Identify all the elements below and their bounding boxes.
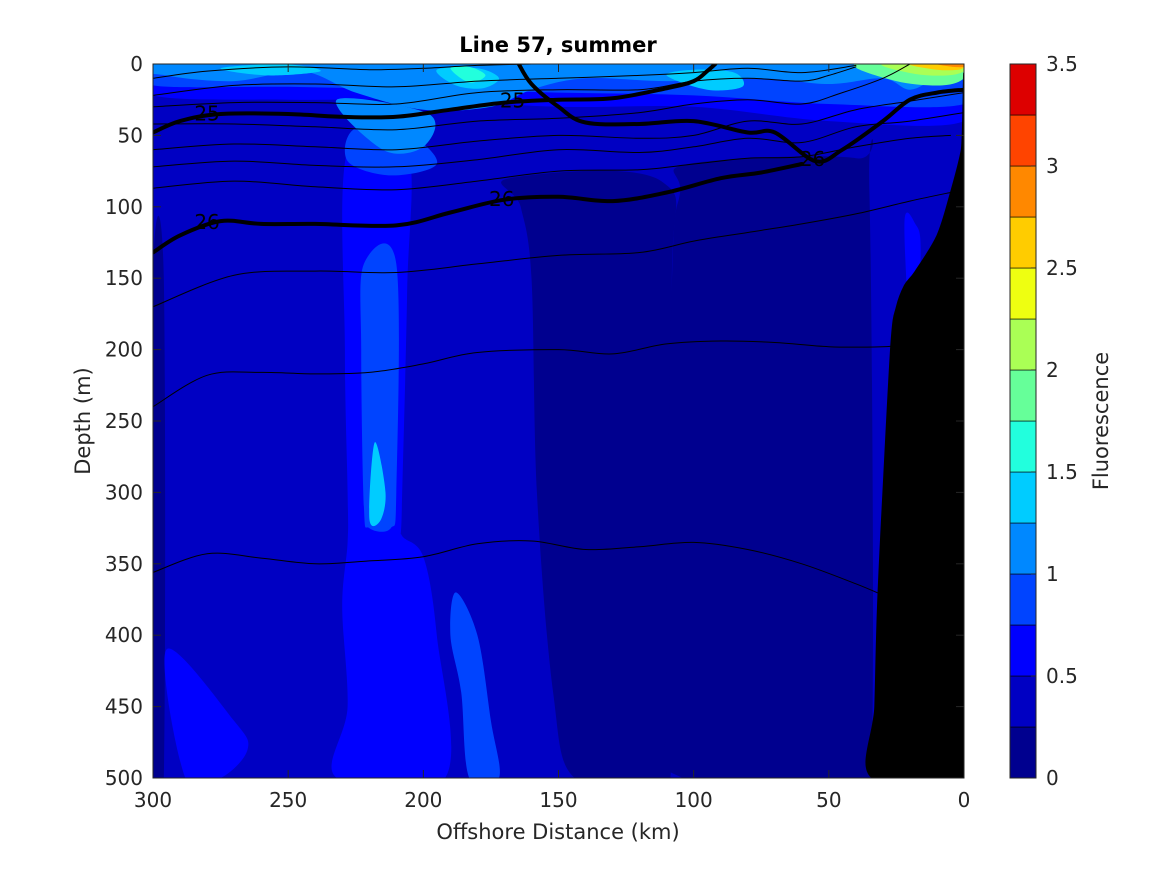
- y-axis-label: Depth (m): [71, 367, 95, 474]
- colorbar-tick-label: 3: [1046, 154, 1059, 178]
- bold-contour-0: [153, 64, 718, 135]
- field-region-2: [501, 170, 677, 778]
- field-region-9: [360, 243, 399, 532]
- colorbar-swatch-9: [1009, 267, 1037, 320]
- colorbar-swatch-7: [1009, 369, 1037, 422]
- y-tick-label: 400: [105, 623, 143, 647]
- colorbar-swatch-2: [1009, 624, 1037, 677]
- contour-label-2-0: 26: [194, 210, 219, 234]
- y-tick-label: 450: [105, 695, 143, 719]
- y-tick-label: 200: [105, 338, 143, 362]
- y-tick-label: 500: [105, 766, 143, 790]
- field-region-10: [450, 592, 500, 778]
- thin-contour-10: [153, 192, 951, 308]
- thin-contour-6: [153, 64, 911, 131]
- colorbar-tick-label: 3.5: [1046, 52, 1078, 76]
- colorbar: 0 0.5 1 1.5 2 2.5 3 3.5: [1009, 52, 1078, 790]
- field-region-18: [450, 66, 486, 83]
- colorbar-tick-label: 1: [1046, 562, 1059, 586]
- x-tick-label: 100: [675, 788, 713, 812]
- bold-contour-2: [153, 162, 804, 255]
- colorbar-tick-label: 2.5: [1046, 256, 1078, 280]
- field-region-22: [936, 64, 964, 68]
- thin-contour-5: [153, 66, 857, 108]
- colorbar-swatch-1: [1009, 675, 1037, 728]
- colorbar-swatch-12: [1009, 114, 1037, 167]
- seafloor-bathymetry: [865, 72, 964, 778]
- colorbar-label: Fluorescence: [1089, 352, 1113, 490]
- colorbar-tick-label: 0.5: [1046, 664, 1078, 688]
- y-axis: 0 50 100 150 200 250 300 350 400 450 500: [105, 52, 964, 790]
- x-tick-label: 250: [269, 788, 307, 812]
- thin-contour-3: [153, 64, 532, 79]
- colorbar-swatch-4: [1009, 522, 1037, 575]
- thin-contour-12: [153, 540, 884, 596]
- colorbar-frame: [1009, 63, 1037, 779]
- field-region-3: [663, 139, 874, 778]
- thin-contour-9: [153, 134, 951, 191]
- colorbar-tick-label: 1.5: [1046, 460, 1078, 484]
- x-axis: 300 250 200 150 100 50 0: [134, 64, 970, 812]
- seafloor-mask: [865, 72, 964, 778]
- density-contours: [153, 64, 964, 596]
- contour-labels: 25 25 26 26 26: [194, 89, 825, 234]
- x-tick-label: 300: [134, 788, 172, 812]
- colorbar-swatch-6: [1009, 420, 1037, 473]
- colorbar-swatch-10: [1009, 216, 1037, 269]
- colorbar-swatch-3: [1009, 573, 1037, 626]
- colorbar-swatch-13: [1009, 63, 1037, 116]
- field-region-1: [153, 215, 166, 778]
- field-region-6: [164, 648, 249, 778]
- field-region-17: [369, 442, 386, 527]
- chart-title: Line 57, summer: [459, 33, 657, 57]
- x-axis-label: Offshore Distance (km): [436, 820, 679, 844]
- contour-label-1-0: 26: [800, 147, 825, 171]
- x-tick-label: 200: [404, 788, 442, 812]
- y-tick-label: 50: [118, 123, 143, 147]
- field-region-13: [335, 98, 436, 154]
- field-region-12: [153, 64, 964, 111]
- colorbar-tick-label: 0: [1046, 766, 1059, 790]
- colorbar-swatch-5: [1009, 471, 1037, 524]
- contour-label-0-1: 25: [500, 89, 525, 113]
- thin-contour-4: [153, 64, 857, 96]
- colorbar-swatch-8: [1009, 318, 1037, 371]
- y-tick-label: 150: [105, 266, 143, 290]
- contour-label-0-0: 25: [194, 102, 219, 126]
- colorbar-swatch-0: [1009, 726, 1037, 779]
- x-tick-label: 50: [816, 788, 841, 812]
- y-tick-label: 250: [105, 409, 143, 433]
- contour-label-2-1: 26: [489, 187, 514, 211]
- x-tick-label: 0: [958, 788, 971, 812]
- thin-contour-8: [153, 112, 964, 168]
- colorbar-tick-label: 2: [1046, 358, 1059, 382]
- thin-contour-7: [153, 92, 964, 151]
- y-tick-label: 350: [105, 552, 143, 576]
- colorbar-swatch-11: [1009, 165, 1037, 218]
- thin-contour-11: [153, 340, 897, 408]
- x-tick-label: 150: [539, 788, 577, 812]
- y-tick-label: 300: [105, 480, 143, 504]
- y-tick-label: 0: [130, 52, 143, 76]
- fluorescence-field: [153, 64, 964, 778]
- y-tick-label: 100: [105, 195, 143, 219]
